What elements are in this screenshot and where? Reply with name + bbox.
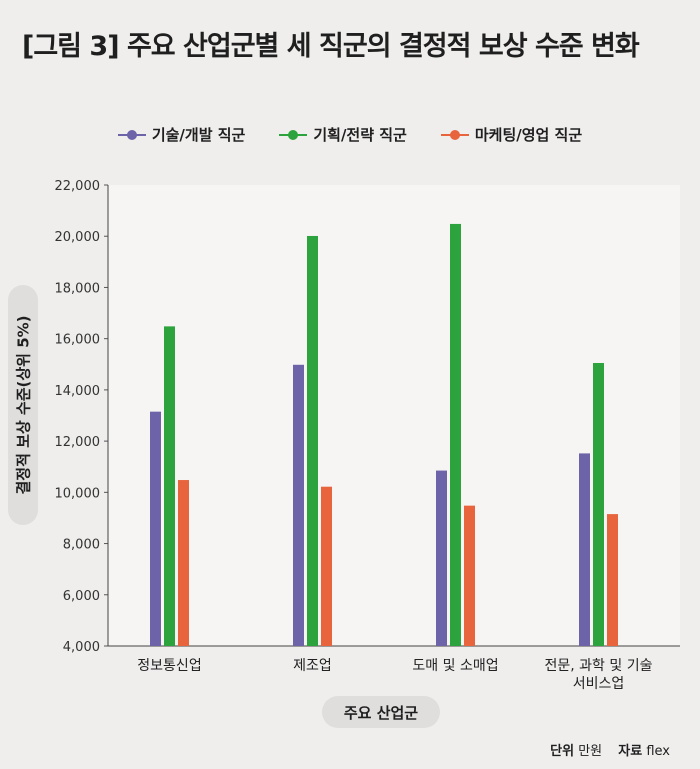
bar (178, 480, 189, 646)
y-tick-label: 22,000 (55, 179, 101, 194)
bar (464, 505, 475, 646)
bar (293, 364, 304, 646)
legend-item-planning: 기획/전략 직군 (279, 124, 407, 145)
bar (307, 235, 318, 646)
bar (150, 411, 161, 646)
y-tick-label: 18,000 (55, 281, 101, 296)
legend-item-tech: 기술/개발 직군 (117, 124, 246, 145)
x-tick-label: 서비스업 (573, 676, 625, 692)
x-tick-label: 정보통신업 (137, 658, 201, 674)
y-tick-label: 6,000 (63, 589, 100, 604)
y-tick-label: 4,000 (63, 640, 100, 655)
legend-swatch-planning (279, 129, 308, 141)
unit-value: 만원 (578, 744, 603, 759)
bar (579, 453, 590, 646)
footer-note: 단위 만원 자료 flex (550, 740, 670, 759)
y-tick-label: 12,000 (55, 435, 101, 450)
chart-title: [그림 3] 주요 산업군별 세 직군의 결정적 보상 수준 변화 (22, 31, 640, 62)
bar (164, 326, 175, 646)
bar (607, 514, 618, 646)
bar (436, 470, 447, 646)
source-label: 자료 (618, 744, 643, 759)
y-tick-label: 8,000 (63, 538, 100, 553)
y-axis-label: 결정적 보상 수준(상위 5%) (14, 315, 33, 495)
y-axis-label-pill (8, 285, 38, 525)
legend-swatch-tech (117, 129, 146, 141)
source-value: flex (646, 744, 670, 759)
legend-label-tech: 기술/개발 직군 (151, 126, 246, 144)
legend-label-planning: 기획/전략 직군 (313, 126, 407, 144)
legend-label-marketing: 마케팅/영업 직군 (474, 126, 583, 144)
x-tick-label: 전문, 과학 및 기술 (545, 658, 653, 674)
bar (450, 223, 461, 646)
legend: 기술/개발 직군 기획/전략 직군 마케팅/영업 직군 (0, 124, 700, 145)
x-axis-label: 주요 산업군 (322, 696, 440, 728)
legend-swatch-marketing (440, 129, 469, 141)
unit-label: 단위 (550, 744, 575, 759)
x-tick-label: 도매 및 소매업 (412, 658, 498, 674)
x-tick-label: 제조업 (293, 658, 332, 674)
y-tick-label: 16,000 (55, 333, 101, 348)
y-tick-label: 10,000 (55, 486, 101, 501)
bar (321, 486, 332, 646)
legend-item-marketing: 마케팅/영업 직군 (440, 124, 583, 145)
y-tick-label: 20,000 (55, 230, 101, 245)
bar (593, 362, 604, 646)
y-tick-label: 14,000 (55, 384, 101, 399)
